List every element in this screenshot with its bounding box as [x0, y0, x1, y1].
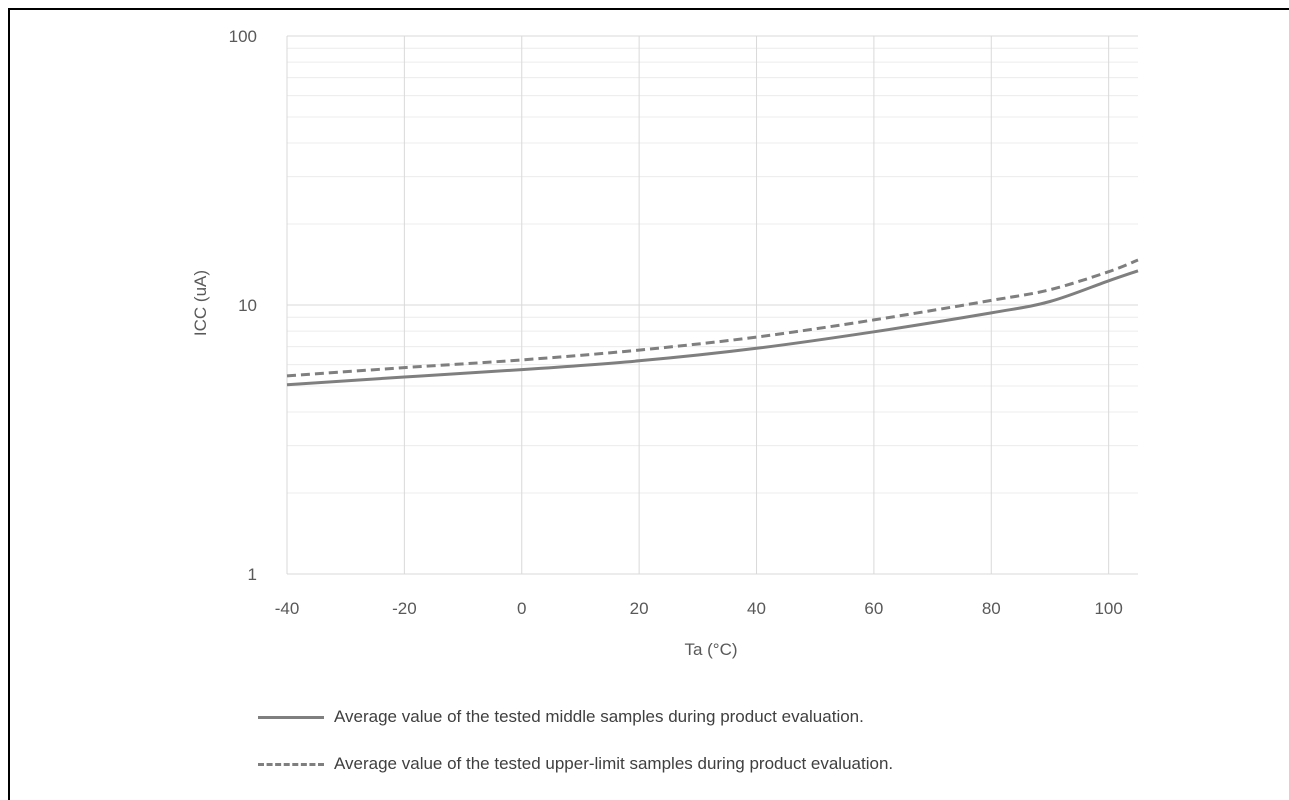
x-tick-label: 100	[1094, 599, 1122, 618]
x-tick-label: 0	[517, 599, 526, 618]
x-tick-label: -20	[392, 599, 417, 618]
series-lines	[286, 258, 1139, 387]
y-tick-label: 100	[229, 27, 257, 46]
grid	[286, 35, 1138, 575]
chart-frame	[8, 8, 1289, 800]
legend-item-upper: Average value of the tested upper-limit …	[258, 754, 893, 774]
x-tick-label: -40	[275, 599, 300, 618]
x-tick-labels: -40 -20 0 20 40 60 80 100	[275, 599, 1123, 618]
y-tick-label: 10	[238, 296, 257, 315]
x-tick-label: 80	[982, 599, 1001, 618]
legend-label-upper: Average value of the tested upper-limit …	[334, 754, 894, 773]
series-line-upper	[286, 258, 1139, 378]
x-axis-label: Ta (°C)	[684, 640, 737, 659]
y-tick-labels: 1 10 100	[229, 27, 257, 584]
series-line-middle	[286, 269, 1139, 387]
y-axis-label: ICC (uA)	[191, 270, 210, 336]
x-tick-label: 20	[630, 599, 649, 618]
legend-item-middle: Average value of the tested middle sampl…	[258, 707, 864, 727]
legend-dashed-line-icon	[258, 762, 324, 766]
y-tick-label: 1	[248, 565, 257, 584]
x-tick-label: 60	[864, 599, 883, 618]
legend-label-middle: Average value of the tested middle sampl…	[334, 707, 864, 726]
x-tick-label: 40	[747, 599, 766, 618]
legend-solid-line-icon	[258, 715, 324, 719]
